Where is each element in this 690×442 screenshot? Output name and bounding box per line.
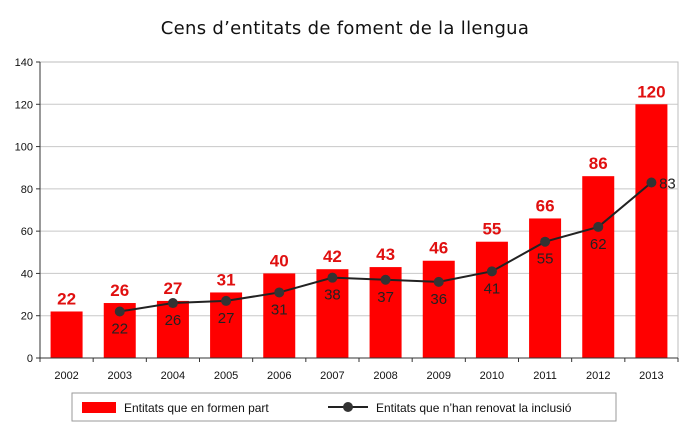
x-tick-label: 2010	[480, 370, 504, 382]
line-point	[593, 221, 604, 232]
bar-value-label: 66	[536, 196, 555, 215]
bar-value-label: 40	[270, 251, 289, 270]
bar	[50, 311, 83, 358]
line-value-label: 22	[111, 320, 128, 337]
bar	[316, 269, 349, 358]
x-tick-label: 2003	[108, 370, 132, 382]
bar-value-label: 46	[429, 239, 448, 258]
x-tick-label: 2002	[54, 370, 78, 382]
line-point	[167, 298, 178, 309]
legend-label-line: Entitats que n’han renovat la inclusió	[376, 401, 572, 415]
bar	[635, 104, 668, 359]
y-tick-label: 60	[21, 226, 33, 238]
line-point	[221, 295, 232, 306]
line-point	[433, 276, 444, 287]
x-tick-label: 2004	[161, 370, 185, 382]
x-tick-label: 2012	[586, 370, 610, 382]
y-tick-label: 20	[21, 311, 33, 323]
bar-value-label: 27	[163, 279, 182, 298]
line-value-label: 26	[165, 312, 182, 329]
y-tick-label: 100	[15, 142, 33, 154]
line-value-label: 27	[218, 310, 235, 327]
line-point	[380, 274, 391, 285]
legend-marker	[343, 402, 353, 412]
y-tick-label: 140	[15, 57, 33, 69]
bar-value-label: 55	[482, 220, 501, 239]
line-point	[486, 266, 497, 277]
line-value-label: 55	[537, 251, 554, 268]
x-tick-label: 2006	[267, 370, 291, 382]
y-tick-label: 80	[21, 184, 33, 196]
line-value-label: 31	[271, 301, 288, 318]
bar-value-label: 42	[323, 247, 342, 266]
line-value-label: 37	[377, 289, 394, 306]
x-tick-label: 2013	[639, 370, 663, 382]
line-point	[540, 236, 551, 247]
line-value-label: 41	[484, 280, 501, 297]
legend-swatch-bar	[82, 402, 116, 413]
line-value-label: 38	[324, 287, 341, 304]
x-tick-label: 2008	[373, 370, 397, 382]
x-tick-label: 2005	[214, 370, 238, 382]
chart-title: Cens d’entitats de foment de la llengua	[160, 18, 530, 39]
line-point	[114, 306, 125, 317]
plot-area	[39, 61, 679, 359]
line-point	[327, 272, 338, 283]
bar	[582, 176, 615, 358]
x-tick-label: 2009	[427, 370, 451, 382]
y-tick-label: 40	[21, 268, 33, 280]
bar	[475, 241, 508, 358]
bar-value-label: 31	[217, 270, 236, 289]
line-point	[274, 287, 285, 298]
x-tick-label: 2007	[320, 370, 344, 382]
x-tick-label: 2011	[533, 370, 557, 382]
legend-label-bar: Entitats que en formen part	[124, 401, 269, 415]
bar	[422, 260, 455, 358]
bar	[156, 300, 189, 358]
bar-value-label: 43	[376, 245, 395, 264]
bar-value-label: 22	[57, 289, 76, 308]
y-tick-label: 0	[27, 353, 33, 365]
line-value-label: 62	[590, 236, 607, 253]
y-tick-label: 120	[15, 99, 33, 111]
line-value-label: 83	[659, 176, 676, 193]
line-value-label: 36	[430, 291, 447, 308]
bar-value-label: 86	[589, 154, 608, 173]
bar-value-label: 26	[110, 281, 129, 300]
line-point	[646, 177, 657, 188]
bar-value-label: 120	[637, 82, 665, 101]
